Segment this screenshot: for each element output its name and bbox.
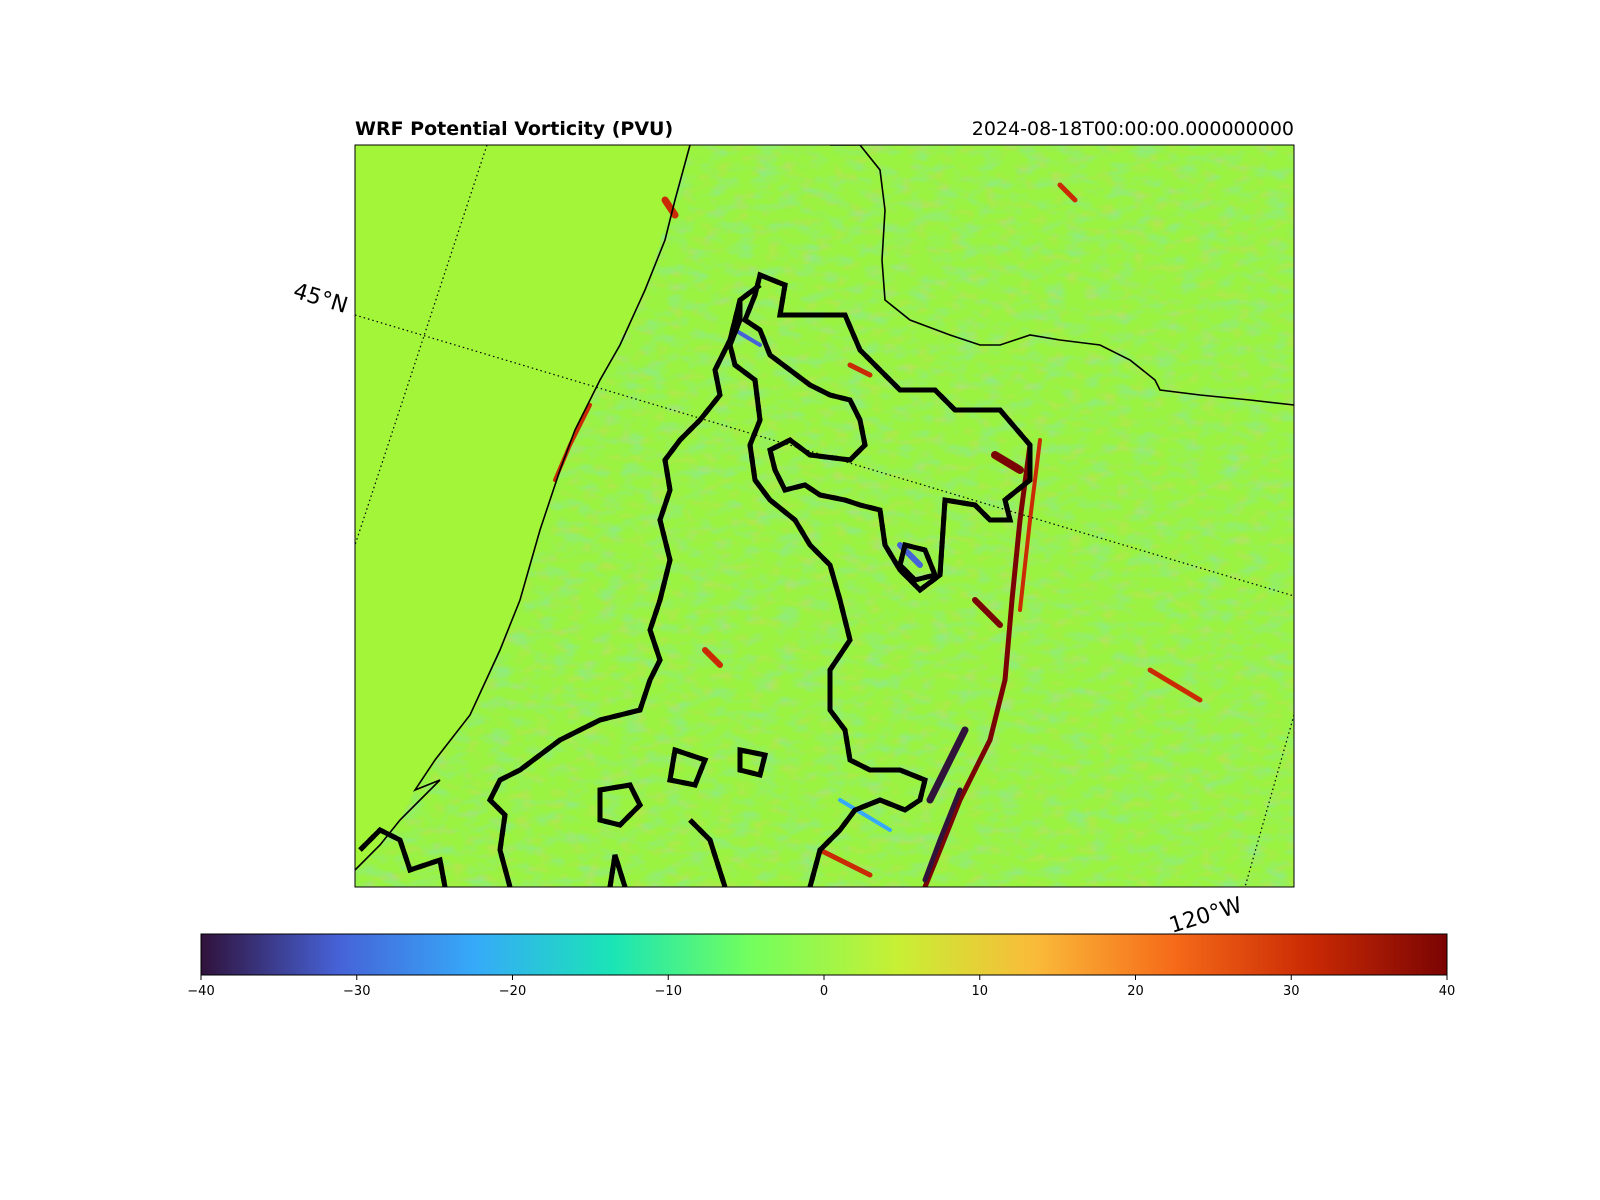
graticule [355, 145, 1294, 887]
colorbar-tick-label: −30 [343, 984, 371, 999]
dashed-contours [360, 271, 1033, 887]
colorbar-tick-label: 20 [1127, 984, 1144, 999]
map-title: WRF Potential Vorticity (PVU) [355, 118, 674, 140]
colorbar-tick-label: −10 [654, 984, 682, 999]
map-panel [355, 145, 1294, 887]
lat-label: 45°N [290, 279, 350, 319]
colorbar-tick-label: 0 [819, 984, 829, 999]
colorbar [200, 933, 1448, 976]
map-timestamp: 2024-08-18T00:00:00.000000000 [971, 118, 1294, 140]
colorbar-tick-label: 10 [971, 984, 989, 999]
pv-maxima-streaks [553, 182, 1203, 887]
colorbar-tick-label: 30 [1282, 984, 1300, 999]
colorbar-tick-label: −20 [498, 984, 527, 999]
lon-label: 120°W [1166, 893, 1245, 939]
colorbar-tick-label: 40 [1438, 984, 1456, 999]
coastline-and-borders [355, 145, 1294, 871]
colorbar-ticks [200, 975, 1448, 980]
map-frame [354, 144, 1295, 888]
colorbar-tick-label: −40 [187, 984, 215, 999]
